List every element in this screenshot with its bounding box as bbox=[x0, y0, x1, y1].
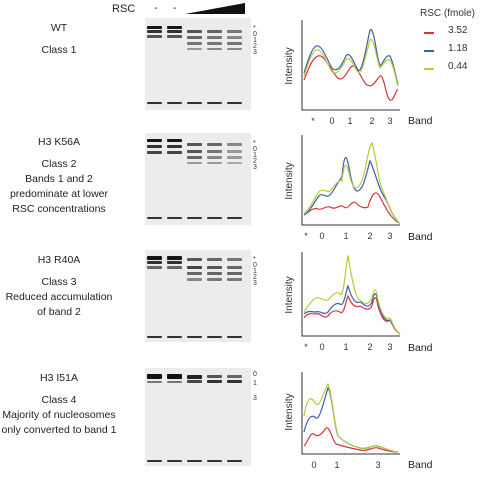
legend-swatch bbox=[424, 68, 434, 70]
panel-description: RSC concentrations bbox=[12, 203, 106, 215]
intensity-plot: Intensity * 0 1 2 3 bbox=[284, 20, 400, 126]
band-label: 0 bbox=[253, 371, 257, 378]
legend-item-label: 1.18 bbox=[448, 43, 468, 54]
x-tick: * bbox=[304, 231, 308, 241]
x-tick: 2 bbox=[369, 116, 374, 126]
trace-1-18 bbox=[303, 284, 401, 335]
legend-title: RSC (fmole) bbox=[420, 8, 476, 19]
band-label: 2 bbox=[253, 274, 257, 281]
band-label: 1 bbox=[253, 37, 257, 44]
y-axis-label: Intensity bbox=[284, 162, 295, 199]
band-label: 3 bbox=[253, 280, 257, 287]
minus-label: - bbox=[173, 2, 177, 14]
gel-image bbox=[145, 368, 251, 466]
minus-label: - bbox=[154, 2, 158, 14]
panel-description: predominate at lower bbox=[9, 188, 109, 200]
x-axis-label: Band bbox=[408, 231, 433, 243]
trace-0-44 bbox=[303, 39, 399, 87]
axis-lines bbox=[301, 372, 400, 455]
y-axis-label: Intensity bbox=[284, 276, 295, 313]
panel-description: of band 2 bbox=[37, 306, 81, 318]
panel-description: only converted to band 1 bbox=[1, 424, 117, 436]
x-tick: 1 bbox=[334, 460, 339, 470]
legend-swatch bbox=[424, 50, 434, 52]
y-axis-label: Intensity bbox=[284, 47, 295, 84]
x-axis-label: Band bbox=[408, 459, 433, 471]
y-axis-label: Intensity bbox=[284, 393, 295, 430]
band-label: 1 bbox=[253, 268, 257, 275]
axis-lines bbox=[301, 135, 400, 226]
x-tick: 3 bbox=[387, 342, 392, 352]
trace-3-52 bbox=[303, 427, 399, 453]
panel-title: WT bbox=[50, 22, 68, 34]
intensity-plot: Intensity * 0 1 2 3 bbox=[284, 252, 401, 352]
gel-image bbox=[145, 133, 251, 225]
band-label: 1 bbox=[253, 380, 257, 387]
panel-description: Reduced accumulation bbox=[5, 291, 113, 303]
x-tick: 1 bbox=[343, 342, 348, 352]
band-label: 3 bbox=[253, 395, 257, 402]
x-axis-label: Band bbox=[408, 115, 433, 127]
panel-class: Class 3 bbox=[41, 276, 77, 288]
legend-swatch bbox=[424, 32, 434, 34]
panel-class: Class 4 bbox=[41, 394, 77, 406]
trace-3-52 bbox=[303, 294, 401, 335]
trace-1-18 bbox=[303, 386, 399, 453]
legend-item-label: 0.44 bbox=[448, 61, 468, 72]
x-tick: 0 bbox=[329, 116, 334, 126]
trace-0-44 bbox=[303, 254, 401, 335]
band-label: * bbox=[253, 140, 256, 147]
trace-1-18 bbox=[303, 157, 401, 224]
band-label: 3 bbox=[253, 49, 257, 56]
band-label: 3 bbox=[253, 164, 257, 171]
panel-title: H3 I51A bbox=[40, 372, 78, 384]
x-tick: 0 bbox=[311, 460, 316, 470]
x-tick: 2 bbox=[367, 342, 372, 352]
axis-lines bbox=[301, 20, 400, 111]
rsc-gradient-wedge bbox=[185, 3, 245, 14]
trace-1-18 bbox=[303, 29, 399, 85]
intensity-plot: Intensity 0 1 3 bbox=[284, 372, 400, 470]
x-tick: 0 bbox=[319, 342, 324, 352]
band-label: * bbox=[253, 25, 256, 32]
axis-lines bbox=[301, 252, 400, 337]
trace-3-52 bbox=[303, 192, 401, 224]
gel-image bbox=[145, 250, 251, 342]
band-label: * bbox=[253, 256, 256, 263]
band-label: 0 bbox=[253, 146, 257, 153]
x-tick: 3 bbox=[387, 231, 392, 241]
x-axis-label: Band bbox=[408, 342, 433, 354]
intensity-plot: Intensity * 0 1 2 3 bbox=[284, 135, 401, 241]
band-label: 0 bbox=[253, 31, 257, 38]
trace-0-44 bbox=[303, 141, 401, 224]
band-label: 2 bbox=[253, 158, 257, 165]
panel-description: Bands 1 and 2 bbox=[25, 173, 93, 185]
panel-class: Class 1 bbox=[41, 44, 77, 56]
x-tick: * bbox=[311, 116, 315, 126]
x-tick: 3 bbox=[387, 116, 392, 126]
band-label: 1 bbox=[253, 152, 257, 159]
x-tick: 0 bbox=[319, 231, 324, 241]
panel-title: H3 K56A bbox=[37, 136, 81, 148]
band-label: 0 bbox=[253, 262, 257, 269]
x-tick: 2 bbox=[367, 231, 372, 241]
x-tick: * bbox=[304, 342, 308, 352]
panel-title: H3 R40A bbox=[37, 254, 81, 266]
legend-item-label: 3.52 bbox=[448, 25, 468, 36]
x-tick: 1 bbox=[343, 231, 348, 241]
x-tick: 3 bbox=[375, 460, 380, 470]
trace-0-44 bbox=[303, 382, 399, 453]
x-tick: 1 bbox=[347, 116, 352, 126]
panel-description: Majority of nucleosomes bbox=[2, 409, 116, 421]
rsc-label: RSC bbox=[112, 3, 136, 15]
panel-class: Class 2 bbox=[41, 158, 77, 170]
band-label: 2 bbox=[253, 43, 257, 50]
gel-image bbox=[145, 18, 251, 110]
